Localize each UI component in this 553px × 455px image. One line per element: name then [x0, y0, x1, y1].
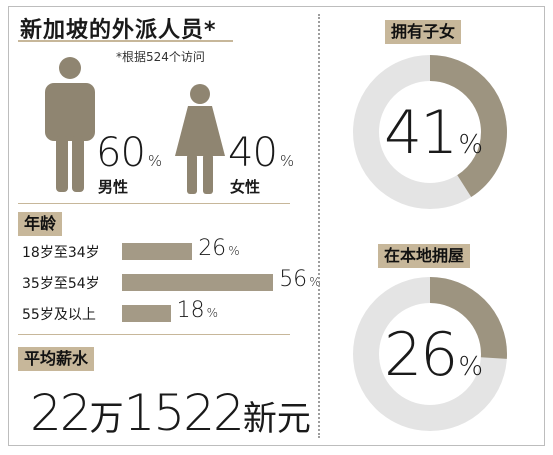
age-bar-number: 56	[279, 267, 308, 292]
children-percentage: 41%	[384, 98, 483, 168]
age-bar-number: 26	[198, 236, 227, 261]
age-bar-unit: %	[228, 244, 240, 258]
age-row-label: 18岁至34岁	[22, 245, 100, 261]
female-label: 女性	[230, 178, 261, 196]
age-row: 55岁及以上 18%	[22, 298, 312, 324]
age-bar-number: 18	[176, 298, 205, 323]
female-figure-icon	[175, 84, 225, 194]
age-bar-unit: %	[206, 306, 218, 320]
male-label: 男性	[98, 178, 129, 196]
home-unit: %	[458, 352, 483, 382]
age-row: 35岁至54岁 56%	[22, 267, 321, 293]
age-bar-value: 26%	[198, 236, 239, 261]
infographic-frame	[8, 6, 545, 446]
female-value: 40	[228, 130, 278, 176]
age-bar	[122, 243, 193, 260]
age-row: 18岁至34岁 26%	[22, 236, 312, 262]
male-figure-icon	[45, 57, 95, 192]
gender-rule	[18, 203, 290, 204]
home-heading: 在本地拥屋	[378, 244, 471, 268]
home-donut-slice	[353, 277, 507, 431]
survey-note: *根据524个访问	[116, 50, 205, 64]
salary-part1: 22	[30, 384, 92, 442]
age-bar	[122, 305, 171, 322]
salary-value: 22万1522新元	[30, 384, 311, 442]
age-bar	[122, 274, 274, 291]
salary-part2: 1522	[123, 384, 245, 442]
age-row-label: 35岁至54岁	[22, 276, 100, 292]
children-value: 41	[384, 98, 458, 168]
home-donut-chart	[353, 277, 507, 431]
age-bar-unit: %	[309, 275, 321, 289]
age-heading: 年龄	[18, 212, 63, 236]
age-bar-value: 56%	[279, 267, 320, 292]
salary-heading: 平均薪水	[18, 347, 95, 371]
age-row-label: 55岁及以上	[22, 307, 96, 323]
male-percentage: 60%	[96, 130, 162, 176]
home-percentage: 26%	[384, 320, 483, 390]
female-unit: %	[279, 152, 294, 170]
age-rule	[18, 334, 290, 335]
children-donut-slice	[353, 55, 507, 209]
children-unit: %	[458, 130, 483, 160]
home-value: 26	[384, 320, 458, 390]
infographic-title: 新加坡的外派人员*	[20, 18, 217, 43]
male-unit: %	[147, 152, 162, 170]
section-divider	[318, 14, 320, 438]
age-bar-value: 18%	[177, 298, 218, 323]
male-value: 60	[96, 130, 146, 176]
title-rule	[18, 40, 233, 42]
children-heading: 拥有子女	[385, 20, 462, 44]
salary-unit2: 新元	[242, 399, 311, 439]
salary-unit1: 万	[89, 399, 124, 439]
female-percentage: 40%	[228, 130, 294, 176]
children-donut-chart	[353, 55, 507, 209]
